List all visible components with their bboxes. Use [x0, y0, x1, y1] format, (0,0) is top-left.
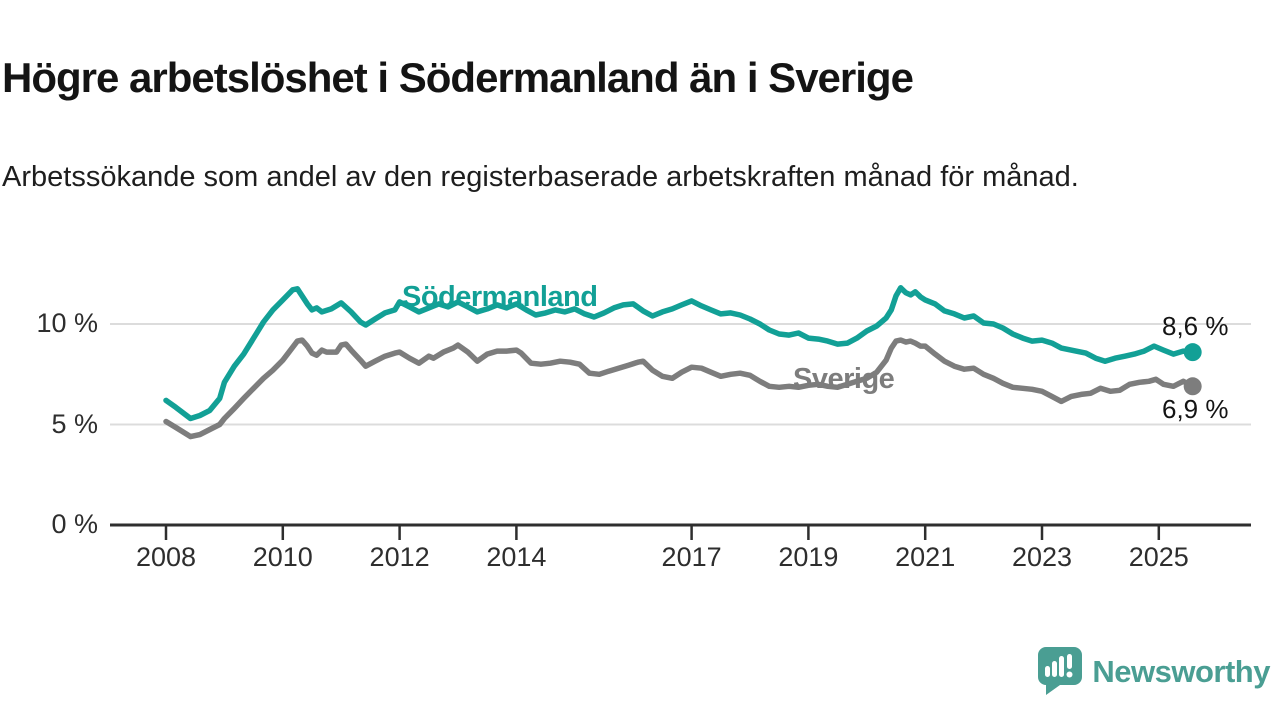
end-value-södermanland: 8,6 % — [1162, 311, 1229, 342]
series-label-södermanland: Södermanland — [402, 281, 598, 313]
x-axis-label-2019: 2019 — [778, 542, 839, 572]
x-axis-label-2010: 2010 — [252, 542, 313, 572]
x-axis-label-2023: 2023 — [1011, 542, 1073, 572]
series-label-sverige: Sverige — [793, 363, 895, 395]
sverige-end-dot — [1183, 377, 1202, 396]
logo-exclamation-bar — [1067, 654, 1073, 669]
y-axis-label-5: 5 % — [51, 408, 98, 439]
newsworthy-branding: Newsworthy — [1036, 646, 1270, 698]
x-axis-label-2014: 2014 — [486, 542, 547, 572]
x-axis-label-2008: 2008 — [135, 542, 197, 572]
newsworthy-wordmark: Newsworthy — [1092, 654, 1270, 689]
x-axis-label-2025: 2025 — [1128, 542, 1189, 572]
y-axis-label-10: 10 % — [36, 308, 98, 338]
sverige-line — [163, 337, 1196, 440]
y-axis-label-0: 0 % — [51, 509, 98, 539]
end-value-sverige: 6,9 % — [1162, 394, 1229, 425]
chart-subtitle: Arbetssökande som andel av den registerb… — [2, 161, 1079, 193]
x-axis-label-2021: 2021 — [895, 542, 956, 572]
logo-bar-2 — [1052, 661, 1058, 677]
logo-exclamation-dot — [1066, 671, 1073, 678]
logo-bar-3 — [1059, 656, 1065, 677]
södermanland-end-dot — [1183, 343, 1202, 362]
x-axis-label-2017: 2017 — [661, 542, 722, 572]
logo-bar-1 — [1045, 666, 1051, 677]
södermanland-line — [163, 285, 1196, 422]
newsworthy-logo-icon — [1038, 647, 1083, 695]
page-title: Högre arbetslöshet i Södermanland än i S… — [2, 54, 914, 102]
x-axis-label-2012: 2012 — [369, 542, 430, 572]
